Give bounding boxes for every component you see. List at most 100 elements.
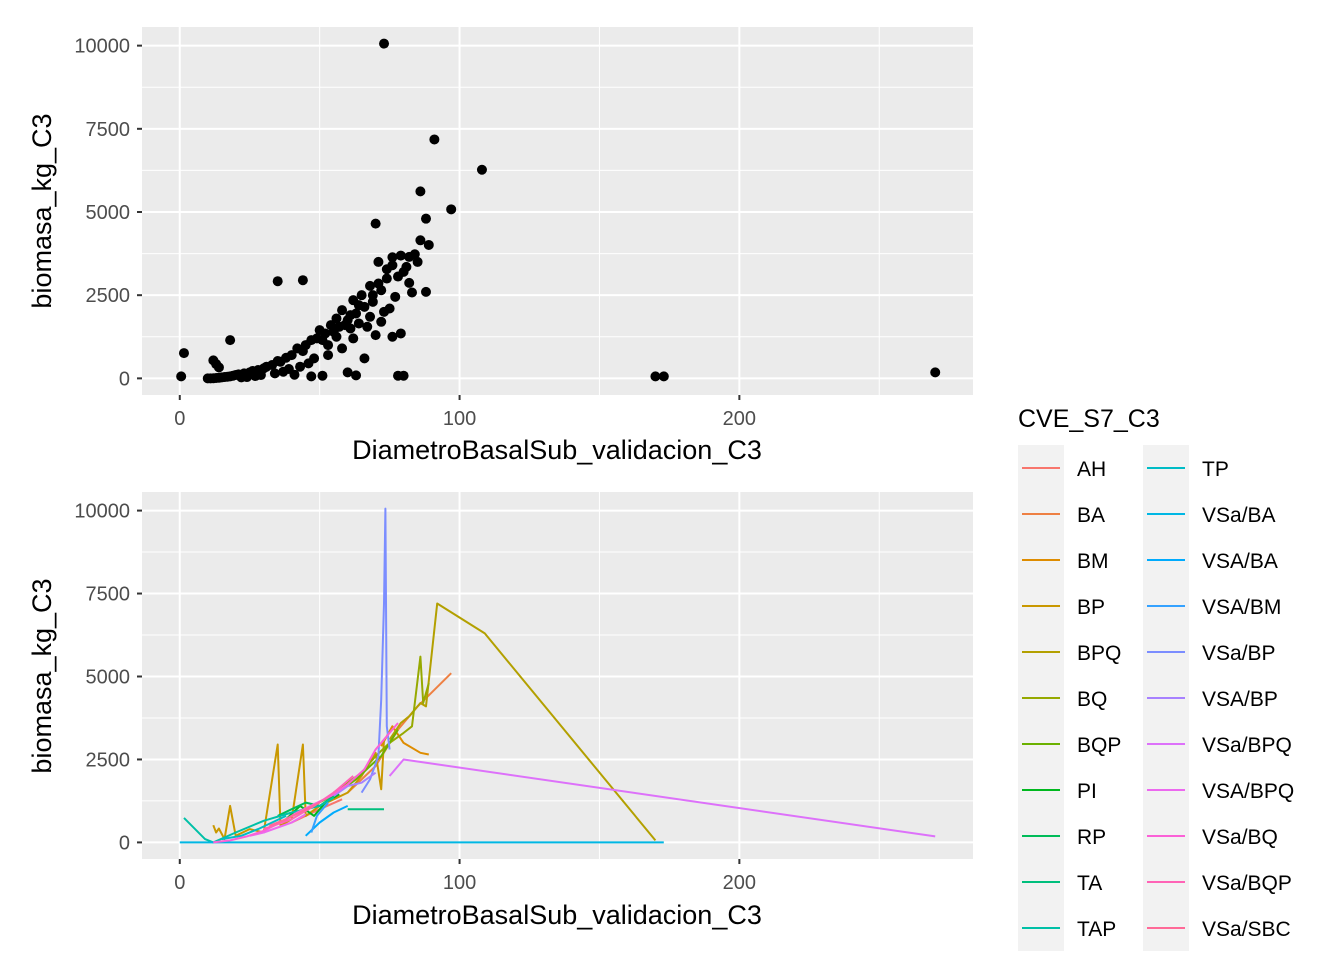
- data-point: [373, 278, 384, 289]
- data-point: [476, 164, 487, 175]
- y-tick-label: 7500: [86, 119, 131, 141]
- line-y-axis-title: biomasa_kg_C3: [27, 578, 57, 773]
- scatter-points: [176, 38, 941, 384]
- legend-label: VSa/SBC: [1202, 918, 1291, 941]
- data-point: [376, 316, 387, 327]
- series-line: [333, 771, 377, 797]
- data-point: [365, 311, 376, 322]
- data-point: [359, 301, 370, 312]
- legend-label: VSA/BA: [1202, 550, 1278, 573]
- data-point: [373, 256, 384, 267]
- data-point: [415, 235, 426, 246]
- legend-label: VSA/BM: [1202, 596, 1281, 619]
- line-gridlines: [142, 492, 973, 859]
- data-point: [379, 38, 390, 49]
- data-point: [225, 335, 236, 346]
- scatter-y-axis-title: biomasa_kg_C3: [27, 113, 57, 308]
- x-tick-label: 0: [174, 872, 185, 894]
- legend-label: VSA/BPQ: [1202, 780, 1294, 803]
- data-point: [415, 186, 426, 197]
- data-point: [269, 368, 280, 379]
- legend-label: TA: [1077, 872, 1102, 895]
- data-point: [404, 251, 415, 262]
- data-point: [337, 343, 348, 354]
- data-point: [317, 370, 328, 381]
- legend-label: BQP: [1077, 734, 1121, 757]
- data-point: [362, 321, 373, 332]
- series-line: [268, 801, 321, 827]
- legend-label: BP: [1077, 596, 1105, 619]
- data-point: [323, 350, 334, 361]
- legend-label: BM: [1077, 550, 1109, 573]
- series-line: [213, 722, 399, 844]
- data-point: [351, 308, 362, 319]
- legend-title: CVE_S7_C3: [1018, 405, 1160, 433]
- data-point: [390, 291, 401, 302]
- legend-label: TAP: [1077, 918, 1116, 941]
- legend: CVE_S7_C3 AH BA BM BP BPQ BQ BQP PI RP TA TAP TP VSa…: [1018, 405, 1294, 951]
- data-point: [297, 275, 308, 286]
- data-point: [317, 335, 328, 346]
- scatter-x-axis-ticks: 0 100 200: [174, 395, 756, 430]
- legend-label: VSA/BP: [1202, 688, 1278, 711]
- scatter-panel: 0 2500 5000 7500 10000 0 100 200 DiametroBasal…: [27, 27, 973, 465]
- data-point: [395, 328, 406, 339]
- data-point: [370, 330, 381, 341]
- data-point: [404, 277, 415, 288]
- data-point: [178, 348, 189, 359]
- data-point: [337, 305, 348, 316]
- data-point: [412, 256, 423, 267]
- y-tick-label: 5000: [86, 666, 131, 688]
- y-tick-label: 0: [119, 368, 130, 390]
- data-point: [303, 358, 314, 369]
- legend-label: VSa/BP: [1202, 642, 1276, 665]
- data-point: [236, 372, 247, 383]
- data-point: [176, 371, 187, 382]
- legend-label: VSa/BQ: [1202, 826, 1278, 849]
- y-tick-label: 7500: [86, 584, 131, 606]
- data-point: [359, 353, 370, 364]
- legend-label: RP: [1077, 826, 1106, 849]
- legend-label: AH: [1077, 458, 1106, 481]
- legend-items: AH BA BM BP BPQ BQ BQP PI RP TA TAP TP VSa/BA VSA/BA V…: [1018, 445, 1294, 951]
- legend-label: PI: [1077, 780, 1097, 803]
- data-point: [407, 287, 418, 298]
- legend-label: VSa/BQP: [1202, 872, 1292, 895]
- y-tick-label: 0: [119, 832, 130, 854]
- data-point: [423, 239, 434, 250]
- legend-label: BQ: [1077, 688, 1107, 711]
- series-line: [388, 602, 657, 842]
- data-point: [314, 325, 325, 336]
- data-point: [429, 134, 440, 145]
- data-point: [250, 371, 261, 382]
- legend-label: VSa/BA: [1202, 504, 1276, 527]
- data-point: [202, 373, 213, 384]
- y-tick-label: 10000: [74, 501, 130, 523]
- data-point: [331, 331, 342, 342]
- data-point: [387, 252, 398, 263]
- data-point: [353, 318, 364, 329]
- data-point: [387, 331, 398, 342]
- data-point: [446, 204, 457, 215]
- x-tick-label: 100: [443, 408, 476, 430]
- data-point: [398, 370, 409, 381]
- line-panel: 0 2500 5000 7500 10000 0 100 200 DiametroBasal…: [27, 492, 973, 930]
- data-point: [292, 343, 303, 354]
- data-point: [420, 213, 431, 224]
- data-point: [342, 367, 353, 378]
- x-tick-label: 200: [723, 872, 756, 894]
- data-point: [213, 362, 224, 373]
- data-point: [420, 286, 431, 297]
- series-line: [249, 813, 307, 837]
- data-point: [401, 261, 412, 272]
- data-point: [331, 313, 342, 324]
- x-tick-label: 0: [174, 408, 185, 430]
- data-point: [272, 276, 283, 287]
- y-tick-label: 10000: [74, 36, 130, 58]
- series-line: [183, 796, 335, 844]
- legend-label: VSa/BPQ: [1202, 734, 1292, 757]
- series-line: [388, 758, 936, 838]
- legend-label: BA: [1077, 504, 1105, 527]
- data-point: [370, 218, 381, 229]
